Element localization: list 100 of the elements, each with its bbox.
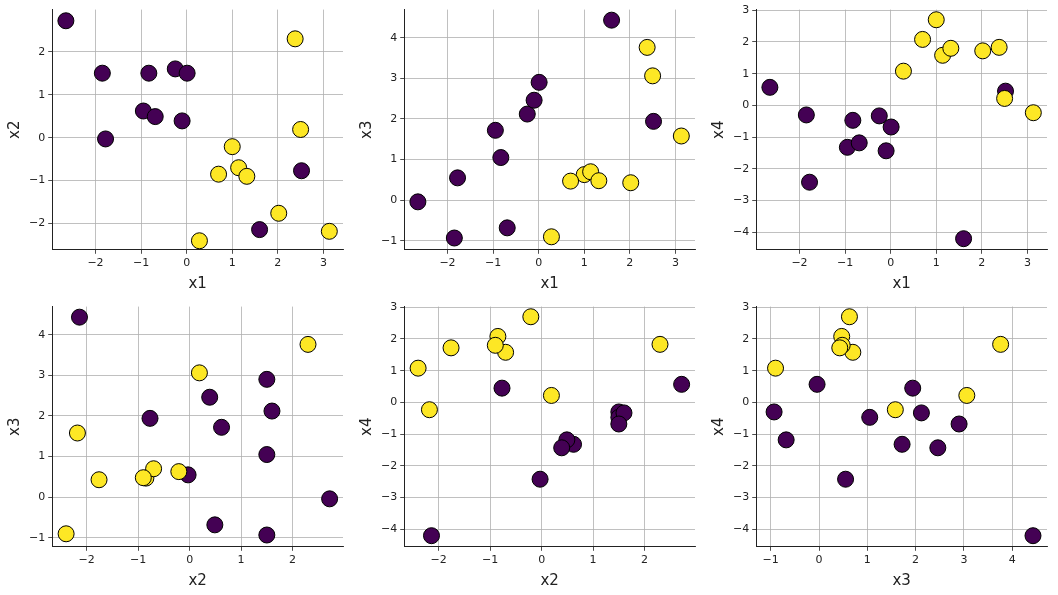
y-axis-title: x4 [356, 417, 375, 436]
x-tick-label: 1 [932, 256, 940, 270]
x-tick-label: 2 [641, 553, 649, 567]
point [68, 424, 86, 442]
x-tick-label: −2 [78, 553, 95, 567]
y-tick-label: −2 [733, 458, 750, 472]
y-tick-label: 1 [38, 449, 46, 463]
point [990, 38, 1008, 56]
x-axis-title: x2 [188, 570, 207, 589]
point [638, 38, 656, 56]
point [320, 222, 338, 240]
point [870, 107, 888, 125]
y-tick-label: 1 [390, 363, 398, 377]
point [449, 169, 467, 187]
point [644, 67, 662, 85]
x-tick-label: −1 [484, 256, 502, 270]
point [992, 335, 1010, 353]
y-tick-label: 4 [390, 30, 398, 44]
point [170, 463, 188, 481]
point [927, 11, 945, 29]
point [486, 121, 504, 139]
point [263, 402, 281, 420]
point [525, 91, 543, 109]
point [914, 30, 932, 48]
y-axis-title: x2 [4, 120, 23, 139]
point [270, 204, 288, 222]
x-tick-label: 3 [319, 256, 327, 270]
point [422, 527, 440, 545]
y-axis-title: x4 [708, 417, 727, 436]
point [258, 370, 276, 388]
point [861, 408, 879, 426]
point [672, 127, 690, 145]
x-tick-label: 2 [274, 256, 282, 270]
point [840, 308, 858, 326]
x-tick-label: 0 [183, 256, 191, 270]
point [767, 359, 785, 377]
y-tick-label: 2 [38, 408, 46, 422]
y-axis-title: x3 [356, 120, 375, 139]
x-tick-label: −2 [439, 256, 456, 270]
y-tick-label: 0 [38, 130, 46, 144]
y-tick-label: −4 [733, 522, 750, 536]
point [1024, 104, 1042, 122]
point [201, 388, 219, 406]
y-tick-label: −3 [733, 193, 750, 207]
point [877, 142, 895, 160]
point [70, 308, 88, 326]
y-tick-label: −2 [733, 161, 750, 175]
point [673, 375, 691, 393]
point [850, 134, 868, 152]
x-tick-label: −2 [430, 553, 447, 567]
point [761, 78, 779, 96]
point [140, 64, 158, 82]
x-tick-label: 2 [978, 256, 986, 270]
point [206, 516, 224, 534]
point [844, 111, 862, 129]
point [321, 490, 339, 508]
point [645, 112, 663, 130]
point [409, 193, 427, 211]
point [57, 12, 75, 30]
x-tick-label: 4 [1008, 553, 1016, 567]
x-tick-label: 1 [237, 553, 245, 567]
point [299, 335, 317, 353]
y-tick-label: −1 [733, 130, 750, 144]
point [258, 526, 276, 544]
point [886, 401, 904, 419]
y-tick-label: −2 [381, 458, 398, 472]
point [837, 470, 855, 488]
point [777, 431, 795, 449]
y-tick-label: 3 [742, 300, 750, 314]
point [942, 39, 960, 57]
point [622, 174, 640, 192]
point [904, 379, 922, 397]
y-tick-label: −3 [381, 490, 398, 504]
y-axis-title: x4 [708, 120, 727, 139]
y-tick-label: 2 [38, 44, 46, 58]
x-tick-label: −2 [791, 256, 808, 270]
x-tick-label: 1 [580, 256, 588, 270]
point [651, 335, 669, 353]
point [258, 446, 276, 464]
y-tick-label: 2 [742, 331, 750, 345]
point [808, 375, 826, 393]
point [293, 162, 311, 180]
y-tick-label: 3 [38, 368, 46, 382]
point [882, 118, 900, 136]
x-tick-label: 2 [626, 256, 634, 270]
point [531, 470, 549, 488]
point [210, 165, 228, 183]
y-tick-label: 1 [38, 87, 46, 101]
y-tick-label: −1 [29, 173, 46, 187]
point [894, 62, 912, 80]
point [190, 364, 208, 382]
point [445, 229, 463, 247]
y-tick-label: 0 [390, 193, 398, 207]
point [955, 230, 973, 248]
x-tick-label: 1 [863, 553, 871, 567]
y-tick-label: 0 [38, 490, 46, 504]
point [912, 404, 930, 422]
point [190, 232, 208, 250]
y-tick-label: 0 [742, 98, 750, 112]
point [97, 130, 115, 148]
